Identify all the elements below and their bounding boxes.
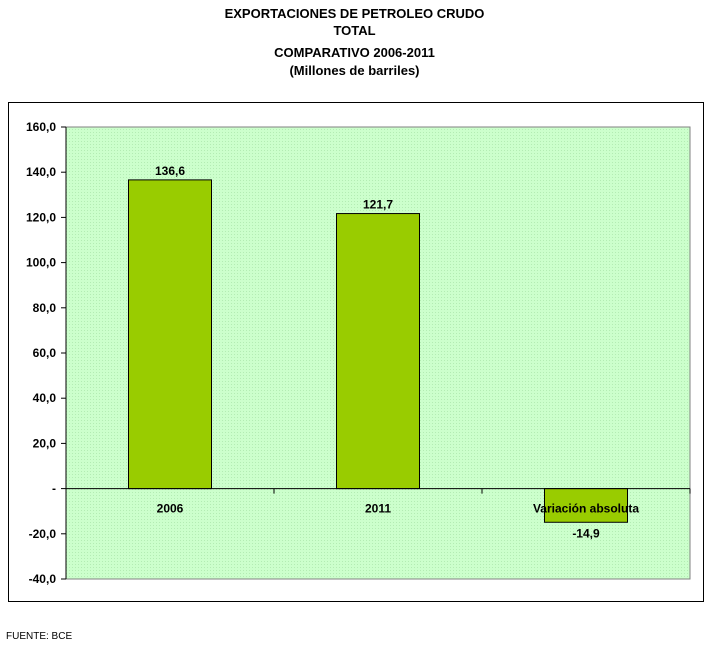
bar-2 [544,488,628,523]
y-tick-label: -20,0 [29,527,57,541]
y-tick-label: 120,0 [26,210,56,224]
chart-title-line-4: (Millones de barriles) [289,63,420,78]
y-tick-label: 160,0 [26,120,56,134]
y-tick-label: 20,0 [33,436,57,450]
chart-title-line-1: EXPORTACIONES DE PETROLEO CRUDO [224,6,485,21]
y-tick-label: 80,0 [33,301,57,315]
y-tick-label: 60,0 [33,346,57,360]
y-tick-label: - [52,482,56,496]
bar-0 [128,179,212,490]
y-tick-label: 40,0 [33,391,57,405]
x-category-label: 2011 [365,502,391,516]
y-tick-label: -40,0 [29,572,57,586]
bar-1 [336,213,420,490]
data-label: -14,9 [572,526,600,540]
y-tick-label: 100,0 [26,256,56,270]
x-category-label: 2006 [157,502,184,516]
data-label: 136,6 [155,164,185,178]
chart-title-line-3: COMPARATIVO 2006-2011 [274,45,435,60]
source-note: FUENTE: BCE [6,631,73,642]
y-tick-label: 140,0 [26,165,56,179]
data-label: 121,7 [363,198,393,212]
x-category-label: Variación absoluta [533,502,639,516]
chart-title-line-2: TOTAL [333,23,376,38]
